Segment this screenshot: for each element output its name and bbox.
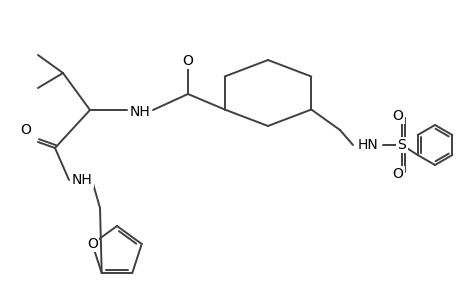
Text: O: O [87,237,97,251]
Text: O: O [392,167,403,181]
Text: HN: HN [357,138,378,152]
Text: NH: NH [72,173,92,187]
Text: S: S [397,138,405,152]
Text: NH: NH [129,105,150,119]
Text: O: O [392,109,403,123]
Text: O: O [21,123,31,137]
Text: O: O [182,54,193,68]
